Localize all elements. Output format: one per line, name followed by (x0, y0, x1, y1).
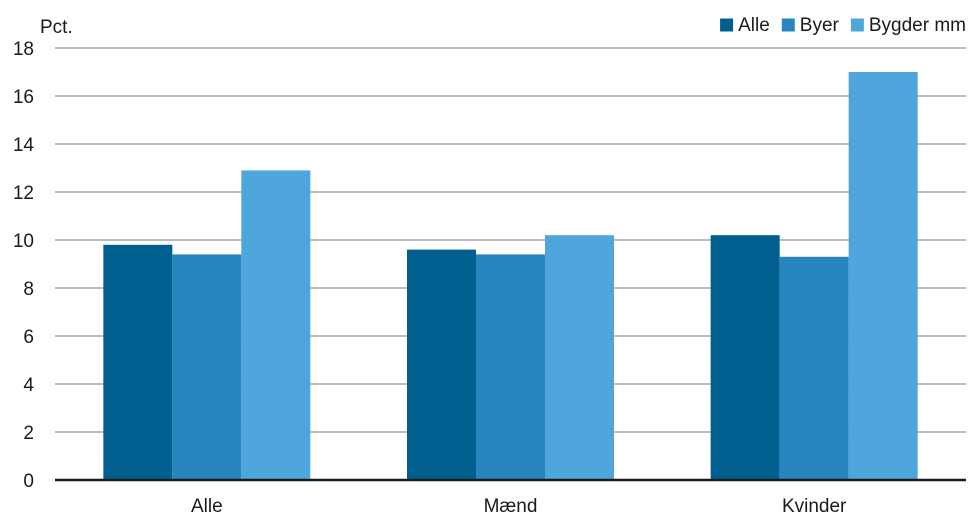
y-tick-label: 18 (13, 39, 34, 60)
y-tick-label: 16 (13, 87, 34, 108)
x-category-label: Kvinder (782, 496, 847, 513)
y-tick-label: 8 (23, 279, 34, 300)
legend-label: Bygder mm (869, 15, 966, 36)
x-category-label: Alle (191, 496, 223, 513)
y-tick-label: 14 (13, 135, 35, 156)
y-tick-label: 10 (13, 231, 34, 252)
bar-kvinder-bygder-mm (848, 72, 918, 480)
bar-kvinder-alle (710, 235, 780, 480)
bar-mænd-byer (476, 254, 545, 480)
bar-mænd-bygder-mm (545, 235, 614, 480)
y-tick-label: 0 (23, 471, 34, 492)
y-tick-label: 6 (23, 327, 34, 348)
legend-swatch-alle (720, 18, 734, 32)
legend-swatch-byer (781, 18, 795, 32)
bar-kvinder-byer (779, 256, 849, 480)
bar-alle-bygder-mm (241, 170, 311, 480)
legend-swatch-bygder-mm (850, 18, 864, 32)
y-tick-label: 4 (23, 375, 34, 396)
y-tick-label: 12 (13, 183, 34, 204)
y-axis-unit-label: Pct. (40, 17, 73, 38)
x-category-label: Mænd (484, 496, 538, 513)
bar-mænd-alle (407, 249, 476, 480)
bar-alle-byer (172, 254, 242, 480)
y-tick-label: 2 (23, 423, 34, 444)
axes: 0 2 4 6 8 10 12 14 16 18 Alle Mænd Kvinder (13, 39, 966, 513)
bar-alle-alle (103, 244, 173, 480)
legend-label: Byer (800, 15, 840, 36)
legend-label: Alle (738, 15, 770, 36)
bars (103, 72, 918, 480)
legend: Alle Byer Bygder mm (720, 15, 966, 36)
